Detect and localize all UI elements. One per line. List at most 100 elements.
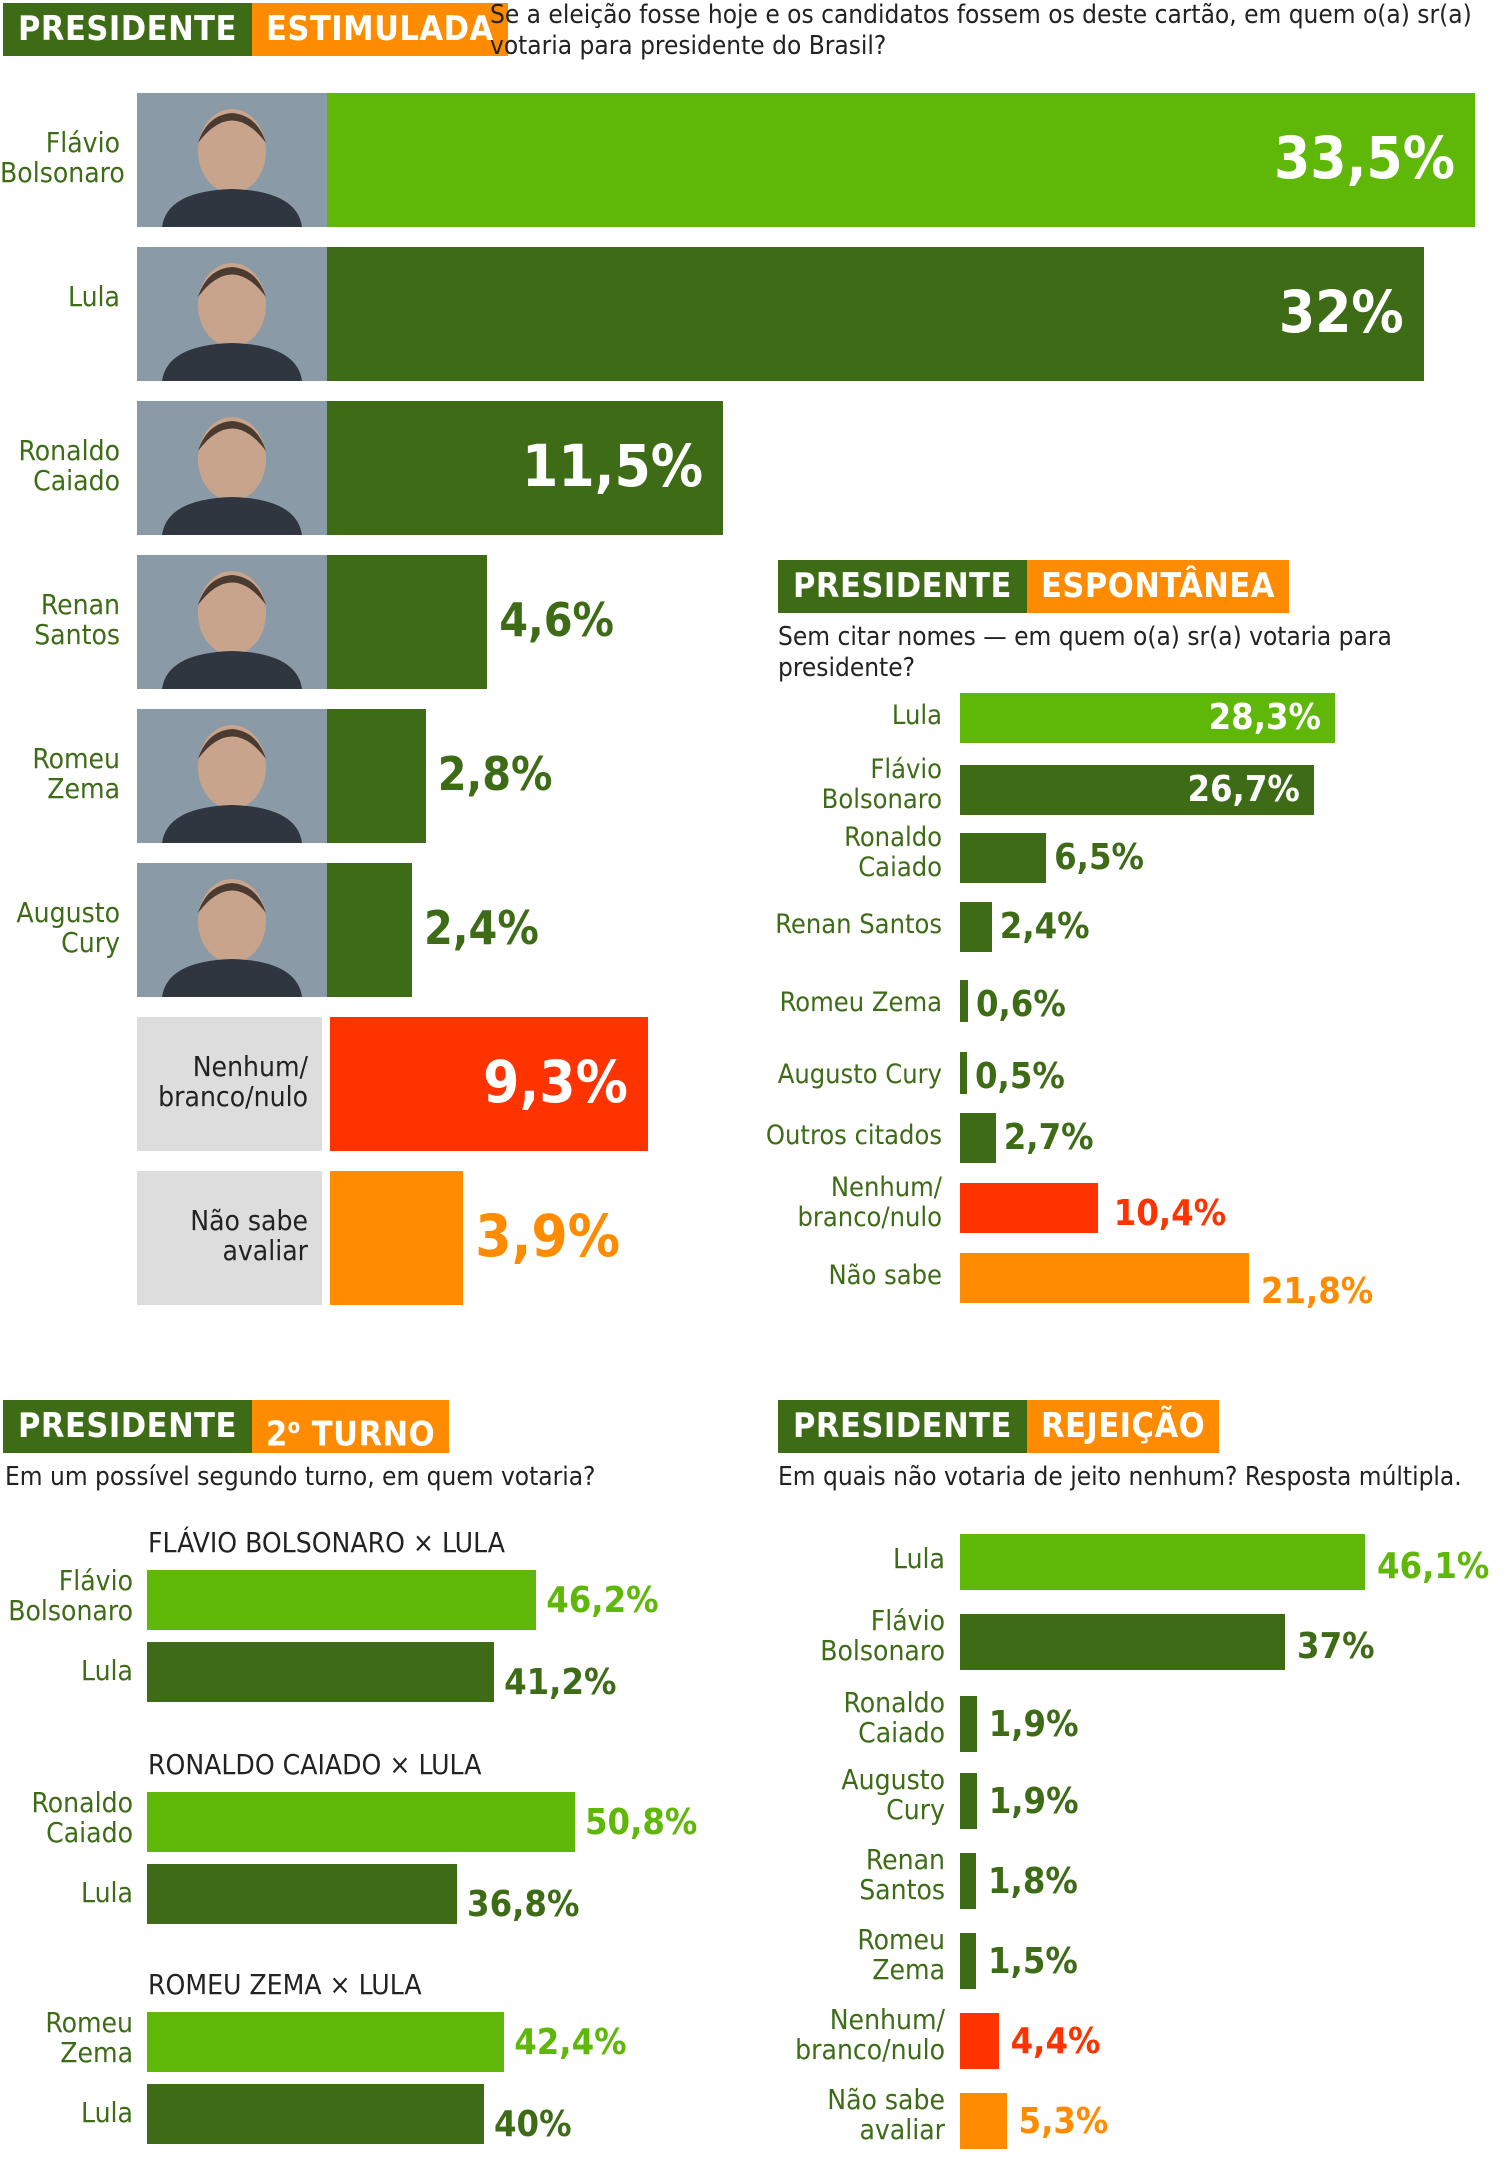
- candidate-label: Romeu Zema: [857, 1923, 945, 1986]
- value-label: 46,2%: [546, 1580, 659, 1621]
- value-label: 4,6%: [499, 593, 614, 648]
- person-icon: [137, 555, 327, 689]
- option-label: Nenhum/branco/nulo: [158, 1050, 308, 1113]
- candidate-label: Augusto Cury: [777, 1059, 942, 1090]
- value-label: 2,7%: [1003, 1117, 1094, 1158]
- candidate-label: Flávio Bolsonaro: [8, 1564, 133, 1627]
- candidate-label: Nenhum/branco/nulo: [797, 1172, 943, 1233]
- turno-number: 2: [265, 1414, 288, 1455]
- rejeicao-question: Em quais não votaria de jeito nenhum? Re…: [778, 1462, 1462, 1492]
- bar: [147, 1642, 495, 1702]
- bar: [147, 2084, 484, 2144]
- value-label: 2,4%: [999, 906, 1090, 947]
- header-presidente: PRESIDENTE: [3, 1400, 252, 1453]
- value-label: 1,8%: [988, 1861, 1078, 1902]
- bar: [960, 1773, 977, 1829]
- bar: [147, 1864, 458, 1924]
- segundo-turno-question: Em um possível segundo turno, em quem vo…: [5, 1462, 596, 1492]
- value-label: 33,5%: [1273, 124, 1455, 193]
- value-label: 0,5%: [975, 1056, 1065, 1097]
- candidate-photo: [137, 555, 327, 689]
- bar: [960, 980, 968, 1022]
- matchup-title: FLÁVIO BOLSONARO × LULA: [148, 1526, 505, 1559]
- bar: [960, 1933, 976, 1989]
- value-label: 1,5%: [988, 1941, 1078, 1982]
- bar: [960, 1113, 996, 1163]
- candidate-label: Augusto Cury: [16, 896, 120, 959]
- value-label: 1,9%: [988, 1781, 1079, 1822]
- label-box: [137, 1171, 322, 1305]
- candidate-label: Ronaldo Caiado: [31, 1786, 133, 1849]
- bar: [147, 1570, 537, 1630]
- bar: [330, 247, 1424, 381]
- value-label: 36,8%: [467, 1884, 580, 1925]
- bar: [960, 2093, 1007, 2149]
- bar: [147, 2012, 505, 2072]
- bar: [960, 833, 1047, 883]
- bar: [960, 1614, 1286, 1670]
- candidate-label: Nenhum/branco/nulo: [795, 2003, 945, 2066]
- bar: [960, 693, 1335, 743]
- header-espontanea: ESPONTÂNEA: [1026, 560, 1289, 613]
- value-label: 6,5%: [1054, 837, 1144, 878]
- matchup-title: RONALDO CAIADO × LULA: [148, 1748, 482, 1781]
- value-label: 3,9%: [475, 1202, 621, 1271]
- bar: [960, 1853, 976, 1909]
- value-label: 40%: [494, 2104, 572, 2145]
- bar: [330, 401, 724, 535]
- value-label: 42,4%: [514, 2022, 627, 2063]
- candidate-label: Romeu Zema: [45, 2006, 133, 2069]
- value-label: 1,9%: [988, 1704, 1079, 1745]
- bar: [960, 1052, 967, 1094]
- value-label: 28,3%: [1208, 697, 1321, 738]
- candidate-label: Lula: [81, 1876, 133, 1909]
- candidate-label: Flávio Bolsonaro: [820, 1604, 945, 1667]
- candidate-label: Renan Santos: [859, 1843, 945, 1906]
- person-icon: [137, 93, 327, 227]
- candidate-label: Romeu Zema: [32, 742, 120, 805]
- candidate-label: Lula: [68, 280, 120, 313]
- estimulada-question: Se a eleição fosse hoje e os candidatos …: [490, 0, 1472, 61]
- header-presidente: PRESIDENTE: [778, 560, 1027, 613]
- segundo-turno-header: PRESIDENTE 2o TURNO: [3, 1400, 450, 1455]
- candidate-label: Lula: [893, 1542, 945, 1575]
- bar: [960, 2013, 999, 2069]
- value-label: 11,5%: [522, 432, 704, 501]
- candidate-label: Não sabe: [828, 1260, 942, 1291]
- value-label: 0,6%: [975, 984, 1066, 1025]
- header-rejeicao: REJEIÇÃO: [1026, 1400, 1220, 1453]
- value-label: 2,4%: [424, 901, 539, 956]
- value-label: 37%: [1297, 1626, 1375, 1667]
- candidate-label: Ronaldo Caiado: [844, 822, 942, 883]
- header-estimulada: ESTIMULADA: [251, 3, 508, 56]
- value-label: 41,2%: [504, 1662, 617, 1703]
- bar: [960, 765, 1314, 815]
- person-icon: [137, 709, 327, 843]
- bar: [330, 93, 1475, 227]
- candidate-label: Outros citados: [765, 1120, 942, 1151]
- label-box: [137, 1017, 322, 1151]
- person-icon: [137, 863, 327, 997]
- bar: [960, 1253, 1249, 1303]
- candidate-label: Lula: [891, 700, 942, 731]
- rejeicao-header: PRESIDENTE REJEIÇÃO: [778, 1400, 1220, 1453]
- candidate-photo: [137, 863, 327, 997]
- turno-ordinal: o: [287, 1414, 301, 1438]
- candidate-label: Augusto Cury: [841, 1763, 945, 1826]
- value-label: 5,3%: [1018, 2101, 1109, 2142]
- value-label: 9,3%: [483, 1048, 628, 1117]
- bar: [960, 902, 992, 952]
- header-presidente: PRESIDENTE: [778, 1400, 1027, 1453]
- espontanea-question: Sem citar nomes — em quem o(a) sr(a) vot…: [778, 622, 1392, 683]
- candidate-photo: [137, 401, 327, 535]
- value-label: 21,8%: [1260, 1271, 1374, 1312]
- person-icon: [137, 247, 327, 381]
- turno-label: TURNO: [300, 1414, 436, 1455]
- candidate-label: Ronaldo Caiado: [843, 1686, 945, 1749]
- value-label: 4,4%: [1010, 2021, 1101, 2062]
- candidate-label: Ronaldo Caiado: [18, 434, 120, 497]
- candidate-label: Flávio Bolsonaro: [0, 126, 125, 189]
- candidate-photo: [137, 709, 327, 843]
- candidate-label: Não sabe avaliar: [827, 2083, 945, 2146]
- bar: [330, 709, 426, 843]
